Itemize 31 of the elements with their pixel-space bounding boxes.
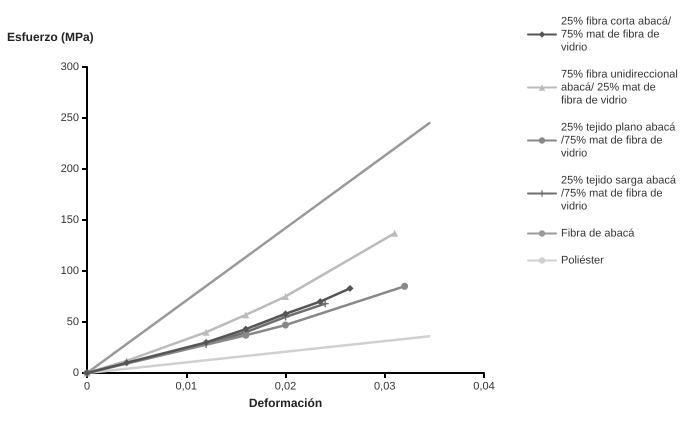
x-tick-label: 0,01 — [176, 380, 197, 392]
point — [242, 332, 250, 339]
y-tick-label: 250 — [60, 112, 79, 124]
y-axis-title: Esfuerzo (MPa) — [7, 30, 94, 44]
y-tick-label: 100 — [60, 265, 79, 277]
x-tick-label: 0,04 — [473, 380, 495, 392]
point — [401, 282, 408, 290]
legend-label: Poliéster — [561, 254, 604, 266]
point — [202, 328, 210, 336]
point — [282, 293, 289, 300]
x-tick-label: 0 — [84, 380, 90, 392]
legend-label: 75% fibra unidireccional abacá/ 25% mat de fibra de vidrio — [561, 68, 681, 106]
legend-label: 25% tejido plano abacá/75% mat de fibra de vidrio — [561, 122, 676, 160]
x-tick-label: 0,02 — [274, 380, 296, 392]
y-tick-label: 50 — [66, 316, 79, 328]
point — [346, 284, 354, 292]
legend-label: Fibra de abacá — [561, 228, 636, 240]
y-tick-label: 0 — [72, 367, 79, 379]
legend-label: 25% tejido sarga abacá/75% mat de fibra de vidrio — [561, 174, 677, 212]
y-tick-label: 300 — [60, 61, 79, 73]
x-tick-label: 0,03 — [374, 380, 396, 392]
point — [242, 311, 250, 318]
point — [316, 298, 324, 306]
point — [242, 326, 250, 333]
x-axis-title: Deformación — [248, 396, 322, 410]
point — [282, 310, 289, 318]
y-tick-label: 200 — [60, 163, 79, 175]
point — [391, 230, 398, 237]
legend-label: 25% fibra corta abacá/ 75% mat de fibra de vidrio — [561, 16, 674, 54]
y-tick-label: 150 — [60, 214, 79, 226]
point — [282, 322, 289, 329]
